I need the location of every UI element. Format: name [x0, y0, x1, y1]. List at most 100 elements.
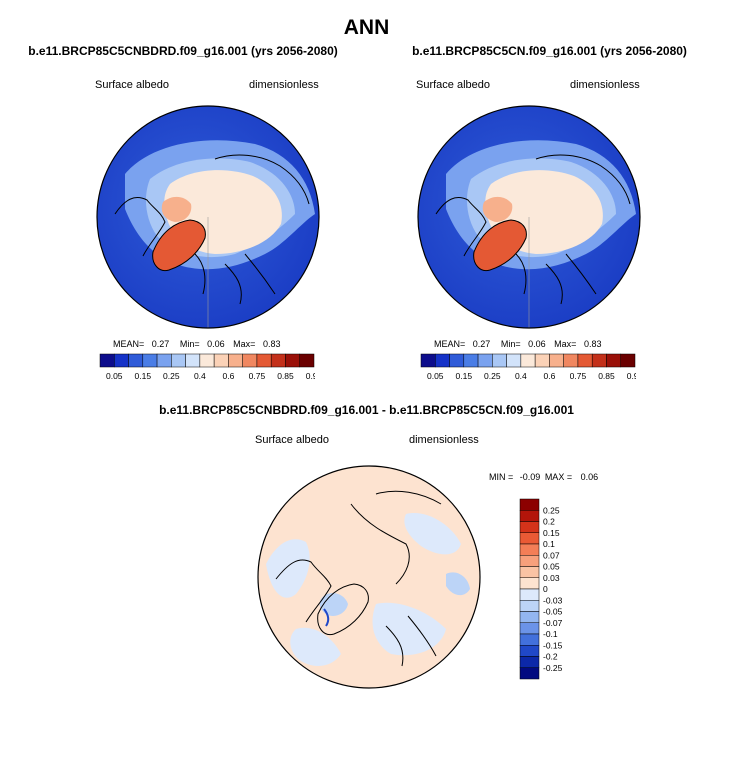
panel2-region-canadian-archipelago	[482, 196, 513, 222]
panel3-colorbar-tick-label: -0.15	[543, 640, 563, 650]
panel2-units-label: dimensionless	[570, 79, 640, 91]
panel3-variable-label: Surface albedo	[255, 434, 329, 446]
panel3-colorbar-tick-label: 0.07	[543, 550, 560, 560]
panel2-mean-label: MEAN=	[434, 339, 466, 349]
panel2-colorbar-tick-label: 0.75	[570, 371, 587, 381]
panel1-colorbar-swatch-11	[256, 353, 272, 368]
panel3-colorbar-tick-label: 0.25	[543, 505, 560, 515]
panel1-colorbar-swatch-0	[99, 353, 115, 368]
panel3-region-neg-2	[404, 513, 461, 555]
panel1-min-label: Min=	[179, 339, 200, 349]
panel3-colorbar-tick-label: -0.1	[543, 629, 558, 639]
panel3-colorbar-swatch-10	[519, 611, 540, 623]
panel1-colorbar-tick-label: 0.25	[163, 371, 180, 381]
panel3-colorbar-tick-label: -0.2	[543, 652, 558, 662]
panel2-variable-label: Surface albedo	[416, 79, 490, 91]
panel3-colorbar-swatch-3	[519, 532, 540, 545]
panel3-region-neg-1	[266, 539, 310, 598]
panel1-colorbar-swatch-13	[285, 353, 300, 368]
panel2-region-greenland	[473, 220, 527, 271]
panel3-region-neg-6	[446, 572, 470, 596]
panel3-colorbar-tick-label: 0	[543, 584, 548, 594]
panel2-title: b.e11.BRCP85C5CN.f09_g16.001 (yrs 2056-2…	[412, 44, 687, 58]
panel3-colorbar: 0.250.20.150.10.070.050.030-0.03-0.05-0.…	[519, 498, 563, 680]
panel2-colorbar-swatch-14	[620, 353, 636, 368]
panel2-min-value: 0.06	[528, 339, 546, 349]
panel1-colorbar-swatch-12	[270, 353, 286, 368]
panel3-max-label: MAX =	[544, 472, 573, 482]
panel1-region-greenland	[152, 220, 206, 271]
panel3-colorbar-swatch-9	[519, 600, 540, 612]
panel1-max-value: 0.83	[262, 339, 281, 349]
panel2-colorbar-swatch-4	[477, 353, 493, 368]
panel2-max-label: Max=	[554, 339, 577, 349]
panel2-colorbar-tick-label: 0.25	[484, 371, 501, 381]
panel2-colorbar-swatch-5	[492, 353, 507, 368]
panel3-colorbar-swatch-15	[519, 667, 540, 680]
panel1-units-label: dimensionless	[249, 79, 319, 91]
panel2-mean-value: 0.27	[472, 339, 491, 349]
panel2-colorbar-swatch-2	[449, 353, 465, 368]
panel2-colorbar-tick-label: 0.15	[456, 371, 473, 381]
panel2-polar-map	[417, 105, 641, 329]
panel3-region-neg-5	[319, 592, 348, 616]
panel2-colorbar-tick-label: 0.6	[543, 371, 555, 381]
panel1-colorbar-swatch-5	[171, 353, 186, 368]
panel2-colorbar-tick-label: 0.05	[427, 371, 444, 381]
panel3-max-value: 0.06	[580, 472, 599, 482]
panel1-colorbar-swatch-2	[128, 353, 144, 368]
panel2-colorbar-swatch-7	[520, 353, 536, 368]
panel1-mean-value: 0.27	[151, 339, 170, 349]
panel3-colorbar-tick-label: 0.03	[543, 573, 560, 583]
panel3-colorbar-swatch-8	[519, 588, 540, 601]
panel3-colorbar-tick-label: 0.05	[543, 562, 560, 572]
panel1-colorbar-swatch-8	[213, 353, 229, 368]
panel3-colorbar-tick-label: -0.25	[543, 663, 563, 673]
panel1-colorbar: 0.05 0.15 0.25 0.4 0.6 0.75 0.85 0.95	[99, 353, 315, 381]
panel1-variable-label: Surface albedo	[95, 79, 169, 91]
panel2-colorbar-swatch-0	[420, 353, 436, 368]
panel1-colorbar-swatch-6	[185, 353, 201, 368]
panel2-colorbar-swatch-9	[549, 353, 564, 368]
panel3-colorbar-swatch-13	[519, 645, 540, 657]
panel3-colorbar-swatch-7	[519, 577, 540, 590]
panel2-colorbar-tick-label: 0.95	[627, 371, 636, 381]
panel2-colorbar: 0.05 0.15 0.25 0.4 0.6 0.75 0.85 0.95	[420, 353, 636, 381]
panel3-colorbar-tick-label: 0.2	[543, 517, 555, 527]
panel2-colorbar-tick-label: 0.4	[515, 371, 527, 381]
main-title: ANN	[343, 16, 390, 39]
panel3-stats: MIN = -0.09 MAX = 0.06	[489, 472, 598, 482]
panel3-colorbar-swatch-2	[519, 521, 540, 533]
panel1-colorbar-tick-label: 0.15	[135, 371, 152, 381]
panel3-min-label: MIN =	[489, 472, 514, 482]
panel1-colorbar-tick-label: 0.85	[277, 371, 294, 381]
panel1-colorbar-tick-label: 0.4	[194, 371, 206, 381]
panel3-title: b.e11.BRCP85C5CNBDRD.f09_g16.001 - b.e11…	[159, 403, 574, 417]
panel2-colorbar-swatch-1	[435, 353, 450, 368]
panel1-stats: MEAN= 0.27 Min= 0.06 Max= 0.83	[113, 339, 280, 349]
panel1-colorbar-tick-label: 0.95	[306, 371, 315, 381]
panel2-colorbar-tick-label: 0.85	[598, 371, 615, 381]
panel3-colorbar-tick-label: 0.1	[543, 539, 555, 549]
panel2-colorbar-swatch-12	[591, 353, 607, 368]
panel3-colorbar-tick-label: 0.15	[543, 528, 560, 538]
panel3-colorbar-tick-label: -0.03	[543, 595, 563, 605]
panel1-colorbar-tick-label: 0.75	[249, 371, 266, 381]
panel1-colorbar-swatch-14	[299, 353, 315, 368]
panel1-colorbar-swatch-9	[228, 353, 243, 368]
panel3-colorbar-tick-label: -0.07	[543, 618, 563, 628]
panel2-colorbar-swatch-10	[563, 353, 579, 368]
panel2-colorbar-swatch-6	[506, 353, 522, 368]
panel2-stats: MEAN= 0.27 Min= 0.06 Max= 0.83	[434, 339, 601, 349]
panel3-polar-map	[257, 465, 481, 689]
panel3-colorbar-swatch-5	[519, 555, 540, 567]
panel1-colorbar-tick-label: 0.6	[222, 371, 234, 381]
panel2-colorbar-swatch-8	[534, 353, 550, 368]
panel3-region-neg-4	[290, 627, 341, 666]
panel1-colorbar-swatch-1	[114, 353, 129, 368]
panel3-colorbar-swatch-1	[519, 510, 540, 522]
panel3-colorbar-swatch-14	[519, 656, 540, 668]
panel2-min-label: Min=	[500, 339, 521, 349]
panel1-colorbar-swatch-7	[199, 353, 215, 368]
panel3-units-label: dimensionless	[409, 434, 479, 446]
